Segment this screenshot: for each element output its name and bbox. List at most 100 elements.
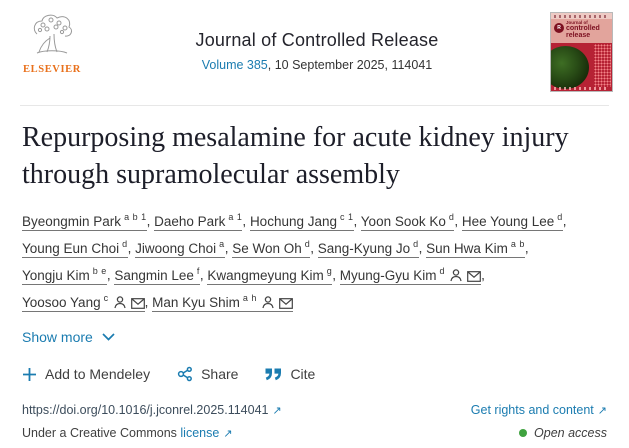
author-name: Yoosoo Yang (22, 294, 101, 310)
volume-line: Volume 385, 10 September 2025, 114041 (84, 58, 550, 72)
author[interactable]: Hochung Jang c 1 (249, 212, 354, 231)
license-row: Under a Creative Commons license ↗ Open a… (22, 426, 607, 440)
doi-row: https://doi.org/10.1016/j.jconrel.2025.1… (22, 403, 607, 417)
author[interactable]: Hee Young Lee d (461, 212, 563, 231)
author-name: Young Eun Choi (22, 240, 120, 256)
cite-button[interactable]: Cite (265, 366, 315, 382)
person-icon (262, 295, 274, 308)
journal-banner: ELSEVIER Journal of Controlled Release V… (0, 0, 629, 92)
author-separator: , (562, 213, 567, 229)
volume-link[interactable]: Volume 385 (201, 58, 268, 72)
license-link[interactable]: license (180, 426, 220, 440)
elsevier-wordmark: ELSEVIER (23, 64, 81, 75)
cover-title-line1: Journal of (566, 20, 588, 25)
cite-label: Cite (290, 366, 316, 382)
author-affiliation-sup: d (439, 266, 446, 276)
author-name: Myung-Gyu Kim (339, 267, 437, 283)
cite-quote-icon (265, 368, 282, 380)
author[interactable]: Jiwoong Choi a (135, 239, 225, 258)
author-separator: , (454, 213, 462, 229)
author[interactable]: Sangmin Lee f (114, 266, 200, 285)
author[interactable]: Daeho Park a 1 (154, 212, 243, 231)
author-name: Hochung Jang (249, 213, 338, 229)
author-affiliation-sup: a (219, 239, 225, 249)
author-separator: , (524, 240, 529, 256)
show-more-button[interactable]: Show more (22, 329, 115, 345)
author-affiliation-sup: d (122, 239, 128, 249)
author-affiliation-sup: a b 1 (124, 212, 147, 222)
author-separator: , (106, 267, 115, 283)
cover-footer-text (554, 87, 609, 90)
author-name: Sun Hwa Kim (426, 240, 508, 256)
author-separator: , (353, 213, 361, 229)
share-label: Share (201, 366, 239, 382)
cover-title-line2: controlled (566, 25, 600, 32)
author-affiliation-sup: b e (92, 266, 107, 276)
author-name: Daeho Park (154, 213, 226, 229)
author-separator: , (242, 213, 250, 229)
author-affiliation-sup: d (413, 239, 419, 249)
author-affiliation-sup: d (557, 212, 563, 222)
cover-topline (554, 15, 609, 18)
person-icon (450, 268, 462, 281)
author[interactable]: Byeongmin Park a b 1 (22, 212, 147, 231)
author-list: Byeongmin Park a b 1, Daeho Park a 1, Hoch… (22, 206, 607, 314)
envelope-icon (130, 297, 145, 309)
doi-link[interactable]: https://doi.org/10.1016/j.jconrel.2025.1… (22, 403, 282, 417)
envelope-icon (279, 297, 293, 309)
author[interactable]: Sun Hwa Kim a b (426, 239, 525, 258)
author[interactable]: Yoon Sook Ko d (360, 212, 455, 231)
add-to-mendeley-label: Add to Mendeley (45, 366, 151, 382)
author-name: Jiwoong Choi (135, 240, 217, 256)
author-name: Kwangmeyung Kim (207, 267, 324, 283)
cover-microscopy-image (551, 46, 589, 89)
add-to-mendeley-button[interactable]: Add to Mendeley (22, 366, 150, 382)
author[interactable]: Kwangmeyung Kim g (207, 266, 333, 285)
person-icon (113, 295, 126, 308)
author-name: Se Won Oh (232, 240, 302, 256)
cover-title-line3: release (566, 32, 591, 39)
author-separator: , (199, 267, 208, 283)
elsevier-tree-icon (33, 14, 73, 54)
author[interactable]: Sang-Kyung Jo d (317, 239, 419, 258)
share-button[interactable]: Share (177, 366, 238, 382)
journal-title-link[interactable]: Journal of Controlled Release (195, 30, 439, 50)
author-separator: , (144, 294, 153, 310)
author[interactable]: Young Eun Choi d (22, 239, 128, 258)
author-separator: , (310, 240, 318, 256)
cover-masthead: R Journal of controlled release (551, 13, 612, 43)
author-separator: , (332, 267, 340, 283)
share-icon (177, 366, 193, 382)
author[interactable]: Se Won Oh d (232, 239, 311, 258)
author-affiliation-sup: f (196, 266, 200, 276)
author[interactable]: Myung-Gyu Kim d (339, 266, 482, 285)
article-main: Repurposing mesalamine for acute kidney … (0, 119, 629, 448)
author-separator: , (418, 240, 427, 256)
author-name: Man Kyu Shim (152, 294, 240, 310)
author-name: Yoon Sook Ko (360, 213, 446, 229)
author-name: Yongju Kim (22, 267, 90, 283)
author-name: Sangmin Lee (114, 267, 194, 283)
external-link-icon: ↗ (597, 405, 607, 417)
author-separator: , (224, 240, 233, 256)
author-separator: , (146, 213, 155, 229)
author-affiliation-sup: g (326, 266, 333, 276)
envelope-icon (467, 270, 481, 282)
external-link-icon: ↗ (223, 428, 233, 440)
get-rights-link[interactable]: Get rights and content ↗ (470, 403, 607, 417)
license-text: Under a Creative Commons license ↗ (22, 426, 233, 440)
author[interactable]: Man Kyu Shim a h (152, 293, 293, 312)
article-title: Repurposing mesalamine for acute kidney … (22, 122, 569, 190)
author[interactable]: Yongju Kim b e (22, 266, 107, 285)
plus-icon (23, 367, 36, 381)
author-name: Byeongmin Park (22, 213, 122, 229)
author-affiliation-sup: d (448, 212, 455, 222)
journal-cover-thumbnail[interactable]: R Journal of controlled release (550, 12, 613, 92)
author-affiliation-sup: c (103, 293, 109, 303)
journal-info: Journal of Controlled Release Volume 385… (84, 12, 550, 72)
author-affiliation-sup: a h (242, 293, 257, 303)
author-affiliation-sup: c 1 (340, 212, 354, 222)
open-access-dot-icon (519, 429, 528, 437)
author[interactable]: Yoosoo Yang c (22, 293, 145, 312)
